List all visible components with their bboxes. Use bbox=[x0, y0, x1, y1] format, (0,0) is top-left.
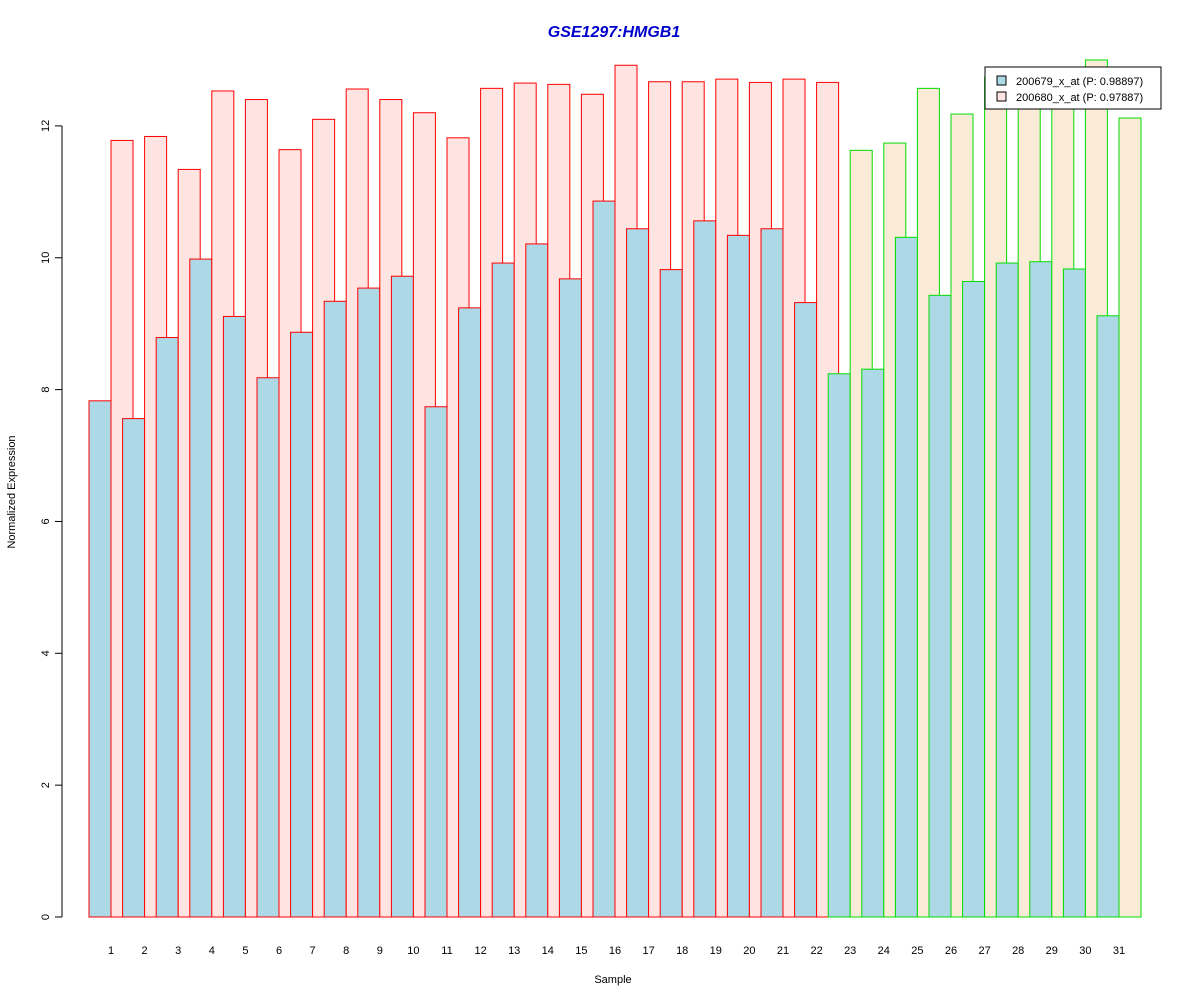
x-tick-label: 31 bbox=[1113, 945, 1125, 957]
x-tick-label: 1 bbox=[108, 945, 114, 957]
x-tick-label: 29 bbox=[1046, 945, 1058, 957]
y-tick-label: 4 bbox=[40, 650, 52, 656]
legend-label-series-1: 200679_x_at (P: 0.98897) bbox=[1016, 76, 1143, 88]
bar-series-1-sample-7 bbox=[290, 331, 314, 918]
bar-series-group bbox=[88, 59, 1142, 918]
bar-series-1-sample-2 bbox=[122, 418, 146, 918]
y-tick-label: 2 bbox=[40, 782, 52, 788]
bar-series-1-sample-27 bbox=[962, 281, 986, 918]
bar-series-1-sample-13 bbox=[491, 262, 515, 918]
x-tick-label: 20 bbox=[743, 945, 755, 957]
x-tick-label: 19 bbox=[710, 945, 722, 957]
legend-swatch-series-1 bbox=[996, 75, 1007, 86]
x-tick-label: 13 bbox=[508, 945, 520, 957]
legend-swatch-series-2 bbox=[996, 91, 1007, 102]
x-tick-label: 10 bbox=[407, 945, 419, 957]
x-tick-label: 22 bbox=[810, 945, 822, 957]
x-tick-label: 18 bbox=[676, 945, 688, 957]
y-tick-label: 10 bbox=[40, 252, 52, 264]
legend-label-series-2: 200680_x_at (P: 0.97887) bbox=[1016, 92, 1143, 104]
bar-series-1-sample-15 bbox=[558, 278, 582, 918]
bar-series-1-sample-17 bbox=[626, 228, 650, 918]
bar-series-1-sample-5 bbox=[222, 315, 246, 918]
bar-series-1-sample-9 bbox=[357, 287, 381, 918]
bar-series-1-sample-24 bbox=[861, 368, 885, 918]
x-tick-label: 14 bbox=[542, 945, 554, 957]
bar-series-1-sample-12 bbox=[458, 307, 482, 918]
x-tick-label: 30 bbox=[1079, 945, 1091, 957]
x-tick-label: 21 bbox=[777, 945, 789, 957]
bar-series-1-sample-29 bbox=[1029, 261, 1053, 918]
bar-series-1-sample-8 bbox=[323, 300, 347, 918]
x-tick-labels: 1 2 3 4 5 6 7 8 9 10 11 12 13 14 15 16 17 18 19 20 21 22 23 24 2… bbox=[108, 945, 1125, 957]
bar-series-1-sample-19 bbox=[693, 220, 717, 918]
x-tick-label: 16 bbox=[609, 945, 621, 957]
x-tick-label: 8 bbox=[343, 945, 349, 957]
y-axis: 0 2 4 6 8 10 12 bbox=[40, 120, 63, 920]
bar-series-1-sample-4 bbox=[189, 258, 213, 918]
legend: 200679_x_at (P: 0.98897) 200680_x_at (P:… bbox=[984, 66, 1162, 110]
x-tick-label: 2 bbox=[142, 945, 148, 957]
bar-series-1-sample-14 bbox=[525, 243, 549, 918]
bar-series-1-sample-6 bbox=[256, 377, 280, 918]
bar-series-1-sample-31 bbox=[1096, 315, 1120, 918]
x-tick-label: 7 bbox=[310, 945, 316, 957]
x-tick-label: 3 bbox=[175, 945, 181, 957]
bar-series-1-sample-16 bbox=[592, 200, 616, 918]
x-tick-label: 12 bbox=[474, 945, 486, 957]
x-tick-label: 28 bbox=[1012, 945, 1024, 957]
bar-series-1-sample-10 bbox=[390, 275, 414, 918]
x-tick-label: 4 bbox=[209, 945, 215, 957]
bar-series-1-sample-30 bbox=[1062, 268, 1086, 918]
bar-series-1-sample-26 bbox=[928, 294, 952, 918]
bar-series-1-sample-25 bbox=[894, 236, 918, 918]
bar-series-1-sample-28 bbox=[995, 262, 1019, 918]
x-tick-label: 5 bbox=[242, 945, 248, 957]
x-axis-label: Sample bbox=[594, 974, 631, 986]
x-tick-label: 15 bbox=[575, 945, 587, 957]
x-tick-label: 9 bbox=[377, 945, 383, 957]
y-tick-label: 0 bbox=[40, 914, 52, 920]
bar-series-1-sample-11 bbox=[424, 406, 448, 918]
x-tick-label: 6 bbox=[276, 945, 282, 957]
bar-series-1-sample-1 bbox=[88, 400, 112, 918]
y-tick-label: 6 bbox=[40, 518, 52, 524]
x-tick-label: 27 bbox=[978, 945, 990, 957]
bar-series-1-sample-3 bbox=[155, 337, 179, 918]
x-tick-label: 24 bbox=[878, 945, 890, 957]
x-tick-label: 17 bbox=[642, 945, 654, 957]
bar-series-1-sample-23 bbox=[827, 373, 851, 918]
bar-series-1-sample-22 bbox=[794, 302, 818, 918]
y-axis-label: Normalized Expression bbox=[6, 435, 18, 548]
x-tick-label: 26 bbox=[945, 945, 957, 957]
x-tick-label: 23 bbox=[844, 945, 856, 957]
y-tick-label: 8 bbox=[40, 387, 52, 393]
x-tick-label: 25 bbox=[911, 945, 923, 957]
x-tick-label: 11 bbox=[441, 945, 452, 957]
bar-series-1-sample-18 bbox=[659, 269, 683, 918]
bar-series-1-sample-20 bbox=[726, 234, 750, 918]
chart-title: GSE1297:HMGB1 bbox=[548, 24, 681, 41]
bar-series-1-sample-21 bbox=[760, 228, 784, 918]
bar-series-2-sample-31 bbox=[1118, 117, 1142, 918]
y-tick-label: 12 bbox=[40, 120, 52, 132]
legend-box bbox=[984, 66, 1162, 110]
